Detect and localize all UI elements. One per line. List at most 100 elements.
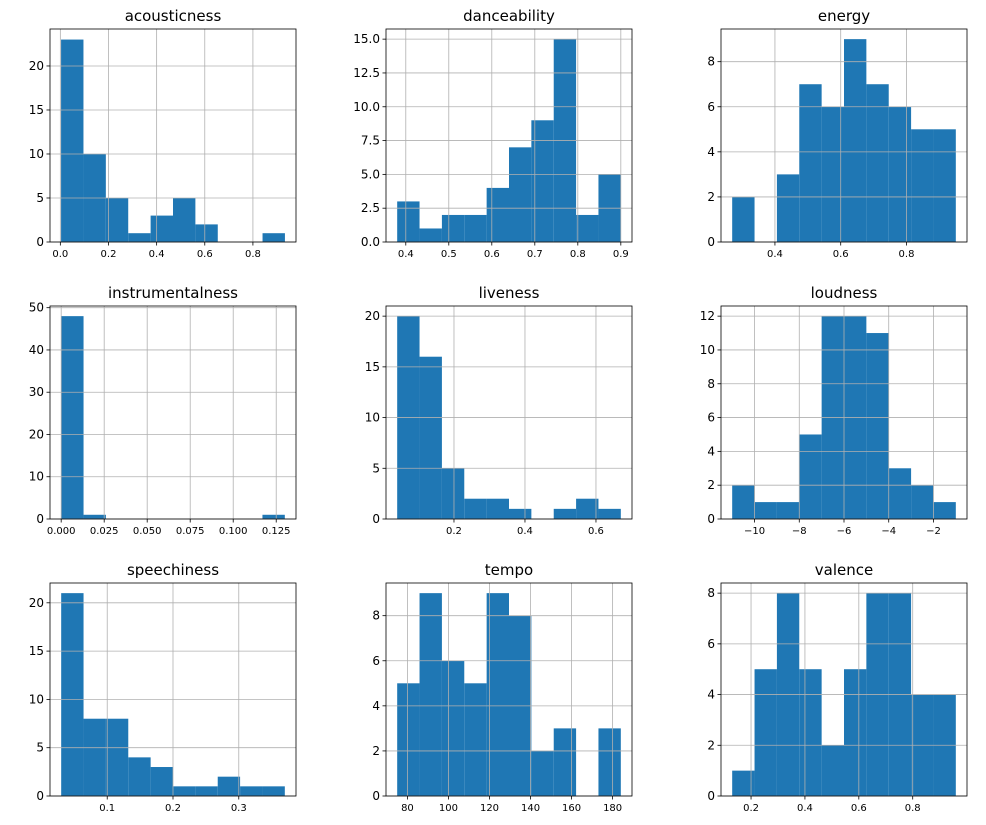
histogram-bar (576, 498, 599, 519)
x-tick-label: 0.075 (176, 526, 205, 537)
x-tick-label: 140 (521, 803, 540, 814)
histogram-bar (799, 434, 822, 519)
y-tick-label: 0.0 (361, 235, 380, 249)
histogram-bar (83, 514, 106, 519)
histogram-bar (486, 187, 509, 242)
y-tick-label: 2 (707, 190, 715, 204)
subplot-valence: valence 0.2 0.4 0.6 0.8 0 2 4 6 8 (707, 561, 968, 814)
histogram-bar (888, 468, 912, 519)
x-tick-label: 0.4 (767, 249, 783, 260)
y-tick-label: 15 (29, 103, 44, 117)
y-tick-label: 10 (29, 147, 44, 161)
x-tick-label: 0.100 (219, 526, 248, 537)
histogram-bar (173, 786, 196, 796)
y-tick-label: 5 (36, 741, 44, 755)
x-tick-label: 0.8 (245, 249, 261, 260)
x-tick-label: 0.3 (231, 803, 247, 814)
y-tick-label: 12.5 (353, 66, 380, 80)
x-tick-label: 0.8 (570, 249, 586, 260)
y-tick-label: 0 (707, 512, 715, 526)
x-tick-label: 0.000 (47, 526, 76, 537)
histogram-bar (732, 770, 755, 796)
histogram-bar (61, 593, 84, 796)
x-tick-label: 180 (603, 803, 622, 814)
y-tick-label: 10.0 (353, 100, 380, 114)
y-tick-label: 10 (700, 343, 715, 357)
x-tick-label: −8 (792, 526, 807, 537)
y-tick-label: 8 (372, 609, 380, 623)
x-tick-label: 120 (480, 803, 499, 814)
y-tick-label: 0 (36, 789, 44, 803)
histogram-bar (598, 508, 621, 519)
x-tick-label: −10 (744, 526, 765, 537)
x-tick-label: 0.2 (743, 803, 759, 814)
x-tick-label: −6 (837, 526, 852, 537)
x-tick-label: 0.6 (833, 249, 849, 260)
x-tick-label: 0.1 (99, 803, 115, 814)
y-tick-label: 15 (29, 644, 44, 658)
subplot-title: tempo (485, 561, 533, 579)
x-tick-label: 0.9 (613, 249, 629, 260)
subplot-instrumentalness: instrumentalness 0.000 0.025 0.050 0.075 0.10… (29, 284, 297, 537)
y-tick-label: 6 (372, 654, 380, 668)
histogram-bar (486, 593, 509, 796)
histogram-bar (441, 468, 465, 519)
y-tick-label: 2 (372, 744, 380, 758)
histogram-bar (173, 197, 196, 242)
histogram-bar (844, 39, 867, 243)
x-tick-label: 0.2 (101, 249, 117, 260)
y-tick-label: 5 (36, 191, 44, 205)
subplot-danceability: danceability 0.4 0.5 0.6 0.7 0.8 0.9 0.0 2.5 5.0 7… (353, 7, 633, 260)
y-tick-label: 40 (29, 343, 44, 357)
x-tick-label: 0.050 (133, 526, 162, 537)
y-tick-label: 50 (29, 301, 44, 315)
histogram-bar (128, 233, 151, 242)
histogram-bar (933, 129, 956, 242)
y-tick-label: 4 (707, 145, 715, 159)
histogram-bar (531, 750, 554, 796)
subplot-title: liveness (479, 284, 540, 302)
y-tick-label: 6 (707, 411, 715, 425)
y-tick-label: 20 (29, 596, 44, 610)
subplot-tempo: tempo 80 100 120 140 160 180 0 2 4 6 8 (372, 561, 633, 814)
y-tick-label: 2.5 (361, 201, 380, 215)
x-tick-label: 0.6 (197, 249, 213, 260)
x-tick-label: 0.025 (90, 526, 119, 537)
subplot-acousticness: acousticness 0.0 0.2 0.4 0.6 0.8 0 5 10 15 20 (29, 7, 297, 260)
histogram-bar (732, 485, 755, 519)
subplot-title: loudness (811, 284, 878, 302)
y-tick-label: 5 (372, 461, 380, 475)
subplot-title: acousticness (125, 7, 222, 25)
axes-frame (49, 305, 297, 520)
histogram-bar (262, 786, 285, 796)
subplot-liveness: liveness 0.2 0.4 0.6 0 5 10 15 20 (365, 284, 633, 537)
histogram-bar (776, 502, 800, 519)
y-tick-label: 10 (29, 470, 44, 484)
y-tick-label: 8 (707, 586, 715, 600)
x-tick-label: 0.4 (149, 249, 165, 260)
x-tick-label: 0.2 (446, 526, 462, 537)
subplot-speechiness: speechiness 0.1 0.2 0.3 0 5 10 15 20 (29, 561, 297, 814)
y-tick-label: 20 (365, 309, 380, 323)
x-tick-label: 0.125 (262, 526, 291, 537)
y-tick-label: 4 (372, 699, 380, 713)
x-tick-label: 160 (562, 803, 581, 814)
histogram-bar (754, 669, 777, 796)
histogram-bar (911, 129, 934, 242)
x-tick-label: 100 (439, 803, 458, 814)
y-tick-label: 6 (707, 637, 715, 651)
y-tick-label: 20 (29, 427, 44, 441)
histogram-bar (776, 174, 800, 242)
y-tick-label: 30 (29, 385, 44, 399)
histogram-bar (262, 233, 285, 242)
y-tick-label: 0 (372, 512, 380, 526)
histogram-bar (844, 669, 867, 796)
histogram-bar (105, 718, 129, 796)
y-tick-label: 2 (707, 738, 715, 752)
histogram-bar (83, 718, 106, 796)
subplot-loudness: loudness −10 −8 −6 −4 −2 0 2 4 6 8 10 12 (700, 284, 968, 537)
x-tick-label: 0.2 (165, 803, 181, 814)
y-tick-label: 4 (707, 688, 715, 702)
histogram-bar (150, 215, 173, 242)
histogram-bar (464, 214, 487, 242)
